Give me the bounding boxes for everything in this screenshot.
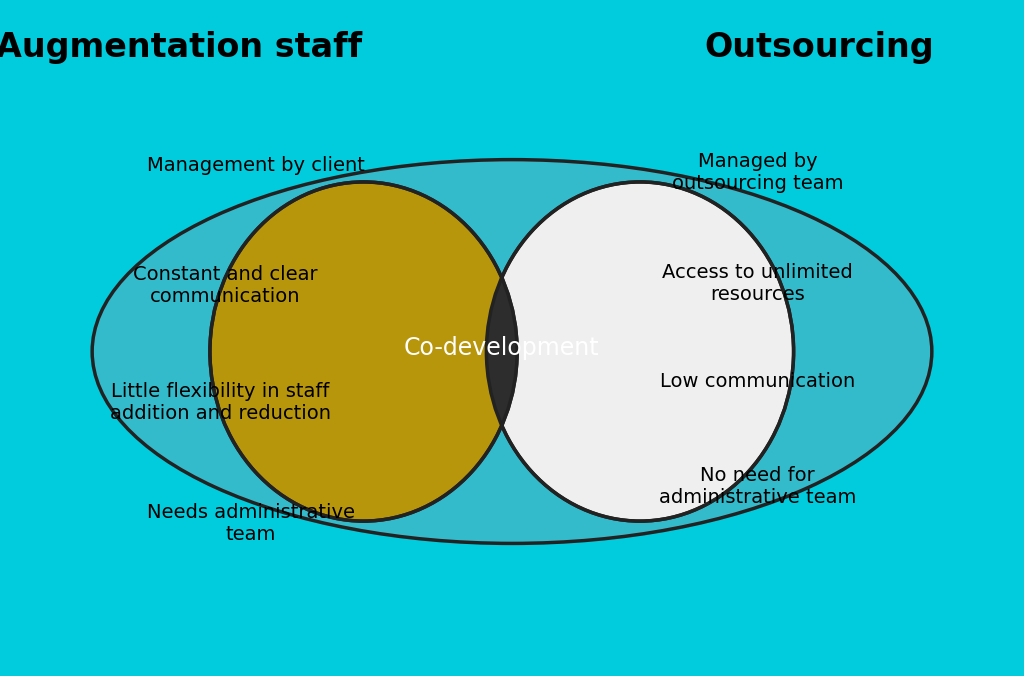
Text: Constant and clear
communication: Constant and clear communication [133,265,317,306]
Text: Augmentation staff: Augmentation staff [0,31,362,64]
Text: No need for
administrative team: No need for administrative team [659,466,856,507]
Text: Managed by
outsourcing team: Managed by outsourcing team [672,152,844,193]
Text: Co-development: Co-development [403,336,600,360]
Text: Access to unlimited
resources: Access to unlimited resources [663,264,853,304]
Ellipse shape [210,182,517,521]
Ellipse shape [210,182,517,521]
Text: Little flexibility in staff
addition and reduction: Little flexibility in staff addition and… [110,382,331,422]
Text: Low communication: Low communication [660,372,855,391]
Text: Management by client: Management by client [147,156,365,175]
Text: Needs administrative
team: Needs administrative team [146,504,355,544]
Ellipse shape [486,182,794,521]
Ellipse shape [92,160,932,544]
Text: Outsourcing: Outsourcing [705,31,934,64]
